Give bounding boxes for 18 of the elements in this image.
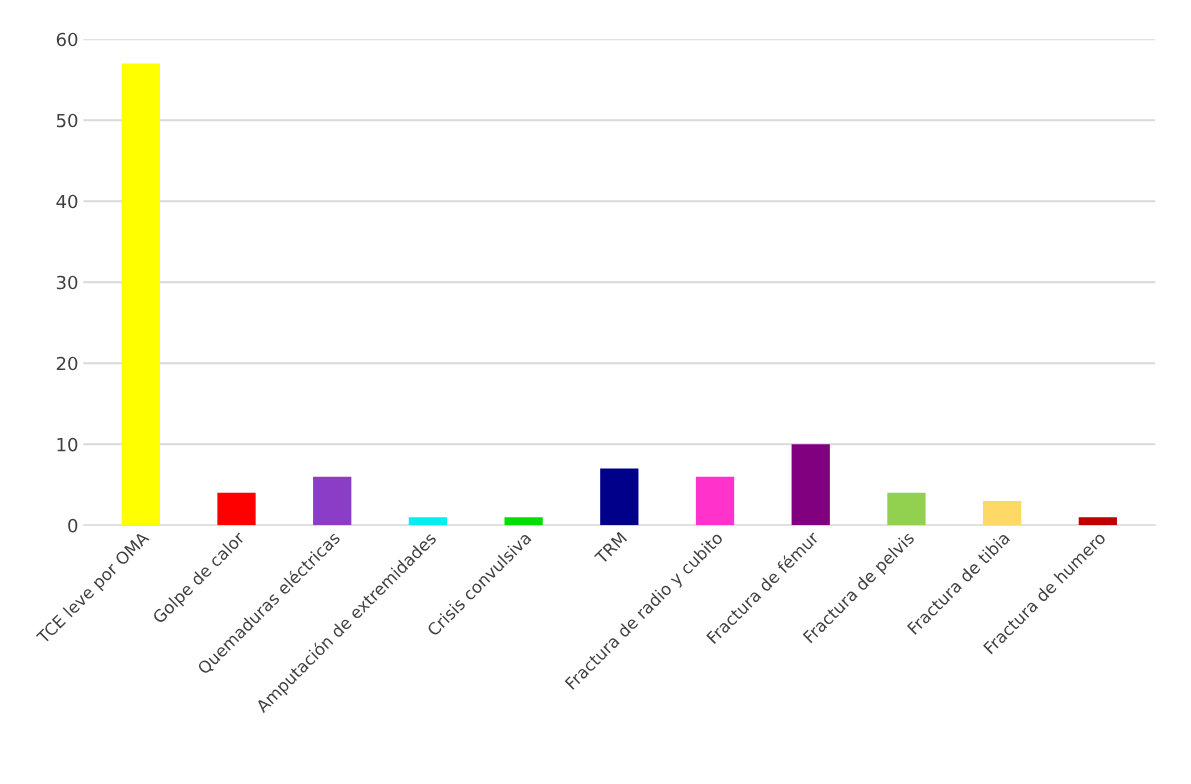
y-tick-label: 0 [68, 518, 78, 533]
y-tick-label: 10 [57, 437, 78, 452]
y-tick-label: 30 [56, 275, 78, 290]
bar [791, 444, 830, 526]
bar [600, 468, 639, 526]
bar [504, 517, 543, 526]
bar [983, 500, 1022, 526]
bar [408, 517, 448, 526]
bar [1078, 517, 1117, 526]
bar [217, 492, 256, 526]
y-tick-label: 20 [56, 356, 78, 371]
y-tick-label: 50 [56, 113, 78, 128]
bar [887, 492, 926, 526]
y-tick-label: 40 [56, 194, 78, 209]
bar [695, 476, 735, 526]
y-tick-label: 60 [56, 32, 78, 47]
bar [313, 476, 352, 526]
bar [121, 63, 160, 526]
